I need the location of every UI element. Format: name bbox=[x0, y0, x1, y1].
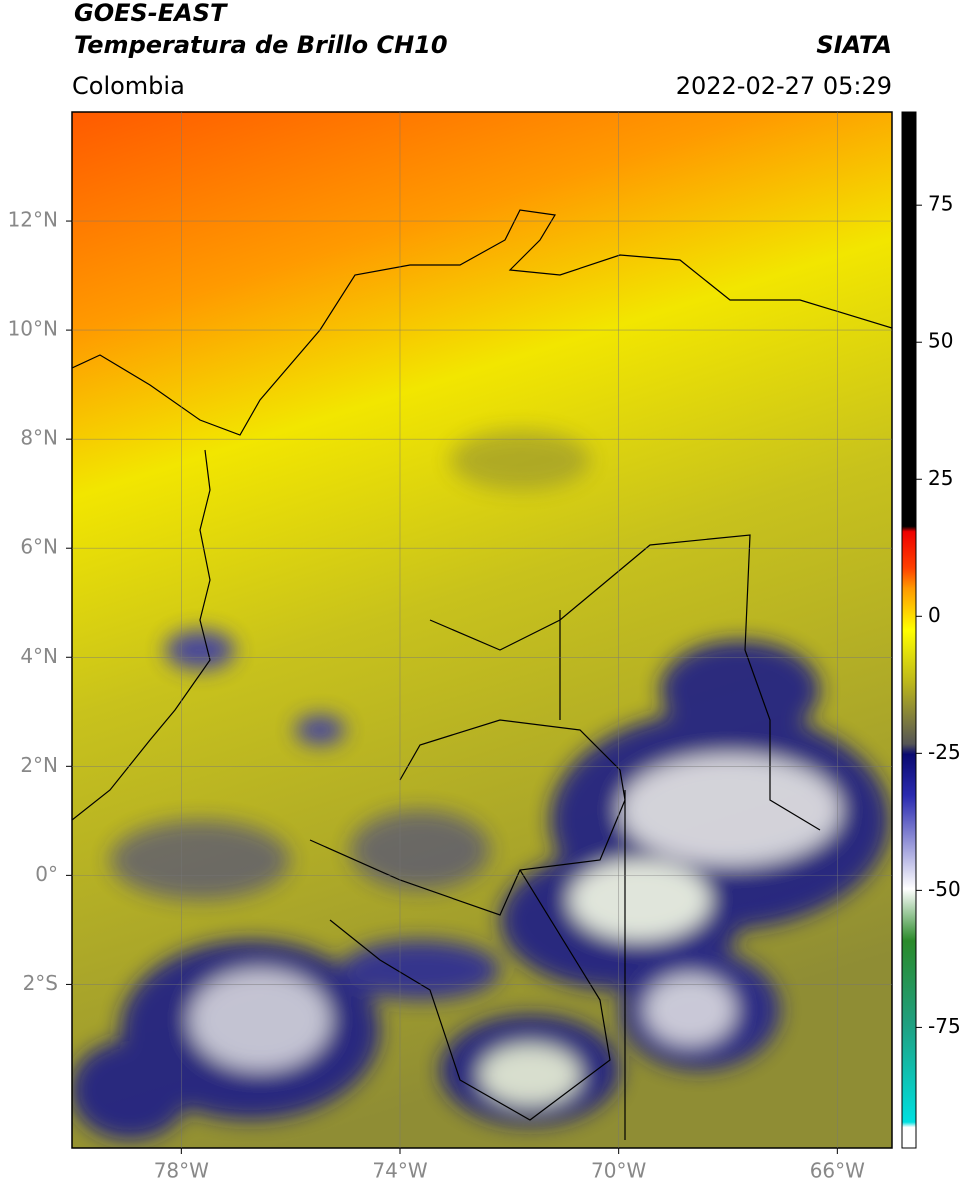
colorbar-tick-label: 25 bbox=[928, 466, 953, 490]
lat-tick-label: 2°N bbox=[20, 753, 58, 777]
lon-tick-label: 66°W bbox=[810, 1159, 865, 1183]
colorbar-tick-label: 50 bbox=[928, 329, 953, 353]
region: Colombia bbox=[72, 72, 185, 100]
colorbar bbox=[901, 111, 917, 1149]
satellite-image bbox=[72, 112, 892, 1148]
lon-tick-label: 74°W bbox=[372, 1159, 427, 1183]
lon-tick-label: 70°W bbox=[591, 1159, 646, 1183]
title: GOES-EAST bbox=[74, 0, 228, 27]
lat-tick-label: 2°S bbox=[23, 971, 58, 995]
subtitle: Temperatura de Brillo CH10 bbox=[74, 31, 448, 59]
lat-tick-label: 8°N bbox=[20, 426, 58, 450]
colorbar-tick-label: 75 bbox=[928, 192, 953, 216]
lat-tick-label: 12°N bbox=[8, 208, 58, 232]
map-frame bbox=[71, 111, 893, 1149]
colorbar-tick-label: -75 bbox=[928, 1014, 961, 1038]
datetime: 2022-02-27 05:29 bbox=[676, 72, 892, 100]
lon-tick-label: 78°W bbox=[154, 1159, 209, 1183]
lat-tick-label: 4°N bbox=[20, 644, 58, 668]
lat-tick-label: 0° bbox=[35, 862, 58, 886]
colorbar-tick-label: -25 bbox=[928, 740, 961, 764]
colorbar-tick-label: 0 bbox=[928, 603, 941, 627]
lat-tick-label: 6°N bbox=[20, 535, 58, 559]
colorbar-tick-label: -50 bbox=[928, 877, 961, 901]
lat-tick-label: 10°N bbox=[8, 317, 58, 341]
brand: SIATA bbox=[816, 31, 892, 59]
